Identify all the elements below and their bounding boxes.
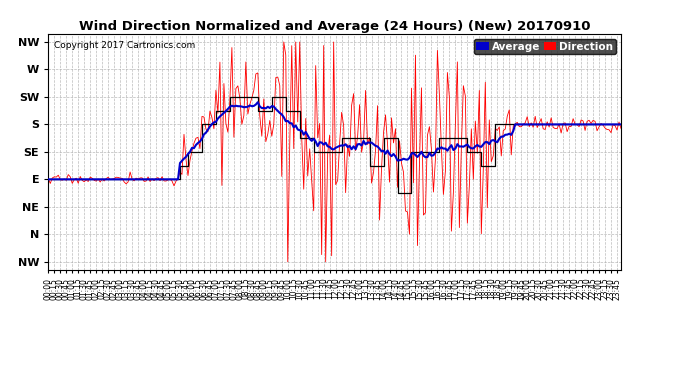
Text: Copyright 2017 Cartronics.com: Copyright 2017 Cartronics.com	[54, 41, 195, 50]
Legend: Average, Direction: Average, Direction	[474, 39, 615, 54]
Title: Wind Direction Normalized and Average (24 Hours) (New) 20170910: Wind Direction Normalized and Average (2…	[79, 20, 591, 33]
